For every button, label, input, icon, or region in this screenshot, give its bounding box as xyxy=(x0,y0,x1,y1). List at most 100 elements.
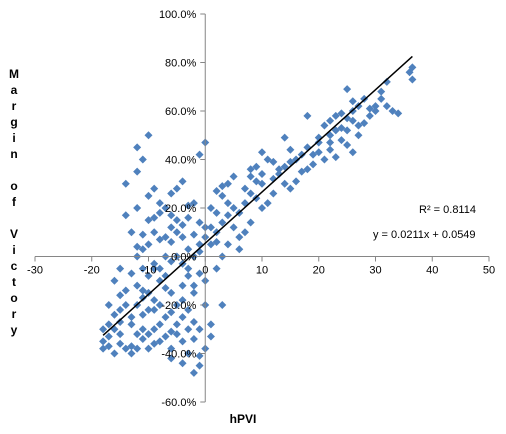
data-point xyxy=(405,68,414,77)
data-point xyxy=(382,77,391,86)
data-point xyxy=(184,213,193,222)
data-point xyxy=(144,216,153,225)
data-point xyxy=(360,119,369,128)
data-point xyxy=(206,332,215,341)
y-axis-title-letter: r xyxy=(11,307,17,321)
data-point xyxy=(138,325,147,334)
y-tick-label: -20.0% xyxy=(161,300,196,312)
data-point xyxy=(206,223,215,232)
data-point xyxy=(212,264,221,273)
data-point xyxy=(223,199,232,208)
y-tick-label: 40.0% xyxy=(165,155,196,167)
data-point xyxy=(138,334,147,343)
data-point xyxy=(150,184,159,193)
data-point xyxy=(167,288,176,297)
data-point xyxy=(240,184,249,193)
data-point xyxy=(184,264,193,273)
data-point xyxy=(223,240,232,249)
y-axis-title-gap xyxy=(12,162,15,178)
data-point xyxy=(292,177,301,186)
data-point xyxy=(121,301,130,309)
data-point xyxy=(189,317,198,326)
data-point xyxy=(269,157,278,166)
data-point xyxy=(218,301,227,309)
x-tick-label: -30 xyxy=(27,265,43,277)
data-point xyxy=(110,325,119,334)
data-point xyxy=(229,204,238,212)
data-point xyxy=(133,330,142,339)
data-point xyxy=(303,165,312,174)
data-point xyxy=(365,111,374,120)
data-point xyxy=(246,172,255,181)
data-point xyxy=(110,276,119,285)
data-point xyxy=(178,220,187,229)
data-point xyxy=(223,211,232,220)
data-point xyxy=(144,305,153,314)
data-point xyxy=(178,359,187,368)
x-tick-label: -10 xyxy=(141,265,157,277)
data-point xyxy=(337,123,346,132)
data-point xyxy=(104,301,113,309)
y-axis-title-letter: f xyxy=(12,195,16,209)
data-point xyxy=(172,330,181,339)
data-point xyxy=(354,131,363,140)
data-point xyxy=(252,162,261,171)
data-point xyxy=(121,211,130,220)
data-point xyxy=(167,189,176,198)
data-point xyxy=(138,293,147,302)
data-points xyxy=(99,63,417,377)
data-point xyxy=(195,240,204,249)
data-point xyxy=(127,349,136,358)
data-point xyxy=(150,264,159,273)
data-point xyxy=(172,320,181,329)
data-point xyxy=(280,179,289,188)
data-point xyxy=(258,204,266,212)
trendline xyxy=(102,55,413,336)
data-point xyxy=(184,201,193,210)
data-point xyxy=(116,305,125,314)
data-point xyxy=(189,199,198,208)
data-point xyxy=(155,337,164,346)
data-point xyxy=(104,320,113,329)
data-point xyxy=(189,281,198,290)
data-point xyxy=(303,111,312,120)
data-point xyxy=(127,320,136,329)
data-point xyxy=(161,313,170,322)
data-point xyxy=(184,305,193,314)
data-point xyxy=(314,148,323,157)
data-point xyxy=(189,368,198,377)
data-point xyxy=(195,325,204,334)
y-tick-label: 100.0% xyxy=(159,9,197,21)
data-point xyxy=(167,308,176,317)
data-point xyxy=(229,172,238,181)
data-point xyxy=(240,228,249,237)
data-point xyxy=(309,150,318,159)
data-point xyxy=(144,288,153,297)
data-point xyxy=(150,228,159,237)
data-point xyxy=(167,211,176,220)
data-point xyxy=(212,237,221,246)
data-point xyxy=(246,165,255,174)
data-point xyxy=(212,187,221,196)
data-point xyxy=(229,223,238,232)
data-point xyxy=(331,111,340,120)
data-point xyxy=(286,184,295,193)
data-point xyxy=(263,155,272,164)
data-point xyxy=(144,191,153,200)
data-point xyxy=(292,155,301,164)
data-point xyxy=(172,301,181,309)
data-point xyxy=(212,208,221,217)
data-point xyxy=(116,339,125,348)
data-point xyxy=(167,354,176,363)
data-point xyxy=(189,230,198,239)
data-point xyxy=(144,330,153,339)
y-axis-title-letter: M xyxy=(9,67,19,81)
y-axis-title-letter: o xyxy=(10,179,18,193)
data-point xyxy=(133,281,142,290)
data-point xyxy=(167,237,176,246)
data-point xyxy=(326,116,335,125)
data-point xyxy=(252,177,261,186)
y-tick-label: 0.0% xyxy=(171,252,196,264)
data-point xyxy=(348,116,357,125)
